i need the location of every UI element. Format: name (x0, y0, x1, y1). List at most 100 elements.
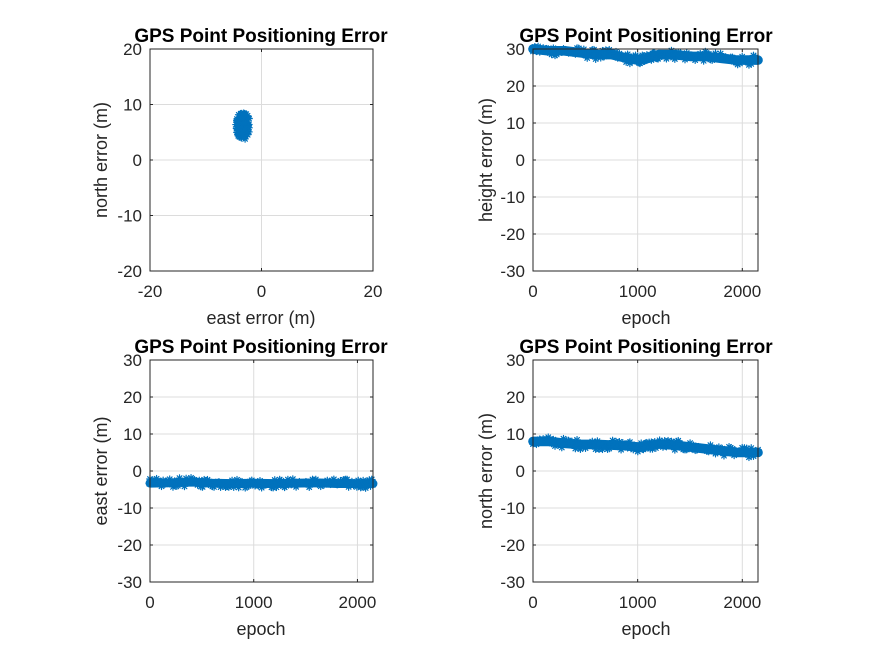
x-tick-label: 0 (257, 282, 266, 301)
data-point-marker (271, 477, 278, 483)
y-tick-label: 20 (506, 77, 525, 96)
data-point-marker (235, 121, 242, 128)
y-tick-label: 10 (123, 425, 142, 444)
x-axis-label: epoch (236, 619, 285, 639)
y-tick-label: -10 (500, 499, 525, 518)
data-point-marker (572, 445, 579, 452)
data-point-marker (656, 437, 663, 444)
data-point-marker (278, 477, 285, 484)
y-tick-label: 0 (516, 462, 525, 481)
data-point-marker (234, 476, 240, 483)
data-point-marker (229, 477, 236, 484)
y-axis-label: east error (m) (91, 416, 111, 525)
chart-title: GPS Point Positioning Error (519, 26, 773, 47)
data-point-marker (658, 440, 665, 447)
y-axis-label: height error (m) (476, 98, 496, 222)
x-tick-label: 1000 (235, 593, 273, 612)
data-point-marker (183, 475, 190, 482)
axes-frame (149, 359, 374, 583)
x-axis-label: east error (m) (206, 308, 315, 328)
data-point-marker (687, 440, 694, 447)
data-point-marker (750, 453, 757, 460)
data-point-marker (736, 449, 743, 456)
data-point-marker (324, 477, 331, 484)
grid-lines (532, 359, 758, 583)
data-point-marker (206, 478, 213, 485)
data-point-marker (574, 436, 580, 443)
y-tick-label: 10 (123, 96, 142, 115)
plot-area (145, 473, 378, 492)
data-point-marker (638, 440, 645, 447)
data-point-marker (607, 48, 614, 55)
x-tick-label: 2000 (723, 593, 761, 612)
x-tick-label: 0 (145, 593, 154, 612)
y-tick-label: -10 (117, 499, 142, 518)
data-point-marker (241, 134, 247, 141)
data-point-marker (560, 435, 567, 442)
x-axis-label: epoch (621, 619, 670, 639)
data-point-marker (245, 115, 252, 122)
y-tick-label: 20 (123, 388, 142, 407)
data-point-marker (257, 477, 263, 484)
grid-lines (149, 48, 374, 272)
x-tick-label: 20 (364, 282, 383, 301)
data-point-marker (651, 50, 658, 57)
data-point-marker (344, 476, 350, 483)
data-point-marker (649, 445, 656, 452)
tick-labels: 0 1000 2000 -30 -20 -10 0 10 20 30 (117, 351, 376, 612)
data-point-marker (235, 111, 242, 118)
plot-area (528, 42, 763, 69)
data-point-marker (699, 54, 705, 61)
y-tick-label: -10 (500, 188, 525, 207)
data-point-marker (191, 476, 198, 483)
data-point-marker (160, 477, 167, 484)
data-point-marker (705, 50, 712, 57)
y-axis-label: north error (m) (91, 102, 111, 218)
y-tick-label: -30 (500, 262, 525, 281)
data-point-marker (717, 50, 724, 57)
data-point-marker (739, 53, 746, 60)
data-point-marker (626, 439, 633, 446)
chart-title: GPS Point Positioning Error (519, 337, 773, 358)
x-tick-label: -20 (138, 282, 163, 301)
axes-frame (532, 359, 759, 583)
data-point-marker (174, 482, 181, 489)
data-point-marker (166, 476, 173, 483)
y-tick-label: -20 (500, 536, 525, 555)
data-point-marker (729, 54, 736, 61)
data-point-marker (216, 478, 222, 485)
y-tick-label: -20 (117, 262, 142, 281)
data-point-marker (591, 46, 597, 53)
y-tick-label: 20 (506, 388, 525, 407)
data-point-marker (550, 436, 557, 443)
y-tick-label: 0 (133, 462, 142, 481)
data-point-marker (690, 442, 697, 449)
y-tick-label: 30 (506, 351, 525, 370)
data-point-marker (153, 475, 160, 482)
data-point-marker (355, 477, 362, 484)
data-point-marker (557, 440, 564, 447)
axes-frame (532, 48, 759, 272)
data-point-marker (743, 58, 750, 65)
y-tick-label: -30 (500, 573, 525, 592)
data-point-marker (550, 45, 557, 52)
data-point-marker (619, 440, 626, 446)
panel-north-error: GPS Point Positioning Error 0 1000 2000 -30… (476, 337, 773, 639)
y-tick-label: 30 (123, 351, 142, 370)
data-point-marker (688, 52, 695, 59)
y-tick-label: -30 (117, 573, 142, 592)
data-point-marker (243, 126, 250, 132)
y-axis-label: north error (m) (476, 413, 496, 529)
x-tick-label: 0 (528, 593, 537, 612)
data-point-marker (553, 438, 560, 445)
grid-lines (149, 359, 373, 583)
x-tick-label: 1000 (619, 593, 657, 612)
data-point-marker (348, 478, 355, 485)
y-tick-label: -20 (500, 225, 525, 244)
data-point-marker (748, 445, 755, 452)
tick-labels: -20 0 20 -20 -10 0 10 20 (117, 40, 382, 301)
data-point-marker (671, 446, 678, 453)
y-tick-label: 10 (506, 425, 525, 444)
data-point-marker (736, 60, 743, 67)
